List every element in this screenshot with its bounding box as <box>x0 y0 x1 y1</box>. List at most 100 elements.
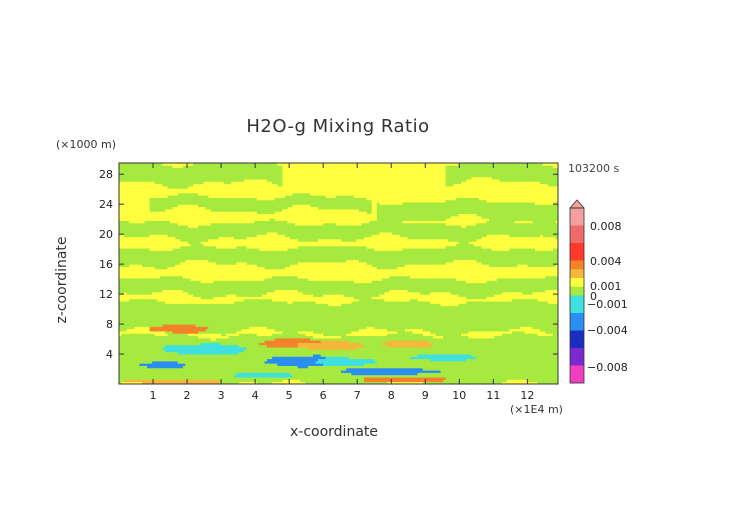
heatmap-cell <box>149 204 179 208</box>
heatmap-cell <box>119 305 559 309</box>
heatmap-cell <box>358 298 385 302</box>
heatmap-cell <box>119 225 189 228</box>
heatmap-cell <box>476 259 559 263</box>
chart-title: H2O-g Mixing Ratio <box>246 116 430 137</box>
heatmap-cell <box>346 333 388 337</box>
heatmap-cell <box>348 356 411 360</box>
heatmap-cell <box>119 179 245 182</box>
heatmap-cell <box>208 238 299 242</box>
heatmap-cell <box>386 340 429 343</box>
heatmap-cell <box>466 301 549 304</box>
heatmap-cell <box>297 275 390 279</box>
heatmap-cell <box>430 331 470 334</box>
heatmap-cell <box>458 294 495 297</box>
heatmap-cell <box>236 331 283 334</box>
heatmap-cell <box>384 291 421 295</box>
heatmap-cell <box>540 328 559 332</box>
heatmap-cell <box>119 169 283 173</box>
heatmap-cell <box>527 379 559 383</box>
heatmap-cell <box>282 379 301 383</box>
heatmap-cell <box>537 381 559 385</box>
heatmap-cell <box>545 275 559 279</box>
heatmap-cell <box>292 301 316 304</box>
heatmap-cell <box>282 169 447 173</box>
heatmap-cell <box>164 209 212 212</box>
heatmap-cell <box>256 264 291 267</box>
heatmap-cell <box>221 379 283 383</box>
heatmap-cell <box>205 328 242 332</box>
heatmap-cell <box>238 333 258 337</box>
colorbar-segment <box>570 260 584 270</box>
heatmap-cell <box>119 308 559 311</box>
heatmap-cell <box>468 241 559 244</box>
heatmap-cell <box>119 294 194 297</box>
colorbar-segment <box>570 304 584 314</box>
heatmap-cell <box>119 234 125 238</box>
heatmap-cell <box>175 236 219 240</box>
heatmap-cell <box>371 204 378 208</box>
heatmap-cell <box>198 192 293 196</box>
heatmap-cell <box>323 363 365 366</box>
heatmap-cell <box>555 236 559 240</box>
heatmap-cell <box>320 340 350 343</box>
heatmap-cell <box>149 328 207 332</box>
heatmap-cell <box>481 261 559 265</box>
heatmap-cell <box>453 183 549 187</box>
heatmap-cell <box>177 351 240 355</box>
heatmap-cell <box>267 326 367 330</box>
heatmap-cell <box>445 261 482 265</box>
heatmap-cell <box>144 220 171 224</box>
heatmap-cell <box>264 266 286 270</box>
heatmap-cell <box>149 248 173 251</box>
heatmap-cell <box>119 261 181 265</box>
heatmap-cell <box>358 259 454 263</box>
heatmap-cell <box>514 220 533 224</box>
heatmap-cell <box>325 356 350 360</box>
heatmap-cell <box>119 349 166 353</box>
heatmap-cell <box>195 324 559 327</box>
heatmap-cell <box>335 195 355 198</box>
heatmap-cell <box>119 374 235 378</box>
heatmap-cell <box>277 183 283 187</box>
heatmap-cell <box>119 241 189 244</box>
heatmap-cell <box>535 202 554 205</box>
heatmap-cell <box>297 289 390 293</box>
heatmap-cell <box>430 358 467 362</box>
heatmap-cell <box>404 328 424 332</box>
heatmap-cell <box>361 222 447 226</box>
heatmap-cell <box>341 303 441 307</box>
heatmap-cell <box>381 342 434 346</box>
heatmap-cell <box>386 344 431 348</box>
heatmap-cell <box>193 163 278 166</box>
heatmap-cell <box>547 301 559 304</box>
heatmap-cell <box>292 374 559 378</box>
heatmap-cell <box>386 381 424 385</box>
colorbar-segment <box>570 208 584 218</box>
heatmap-cell <box>121 381 143 385</box>
y-tick-label: 20 <box>99 228 113 241</box>
heatmap-cell <box>443 335 470 339</box>
heatmap-cell <box>198 225 462 228</box>
heatmap-cell <box>119 321 559 325</box>
heatmap-cell <box>134 326 151 330</box>
heatmap-cell <box>325 195 337 198</box>
heatmap-cell <box>445 183 454 187</box>
y-tick-label: 4 <box>106 348 113 361</box>
heatmap-cell <box>361 342 383 346</box>
heatmap-cell <box>376 360 559 364</box>
colorbar-segment <box>570 243 584 253</box>
heatmap-cell <box>119 181 156 185</box>
heatmap-cell <box>256 333 273 337</box>
heatmap-cell <box>233 374 293 378</box>
heatmap-cell <box>466 225 559 228</box>
colorbar-label: 0.001 <box>590 280 622 293</box>
heatmap-cell <box>481 215 559 219</box>
heatmap-cell <box>149 202 373 205</box>
heatmap-cell <box>119 282 559 286</box>
colorbar-label: 0 <box>590 290 597 303</box>
heatmap-cell <box>315 301 352 304</box>
heatmap-cell <box>422 328 510 332</box>
plot-area <box>119 163 559 385</box>
heatmap-cell <box>297 261 367 265</box>
heatmap-cell <box>435 333 462 337</box>
